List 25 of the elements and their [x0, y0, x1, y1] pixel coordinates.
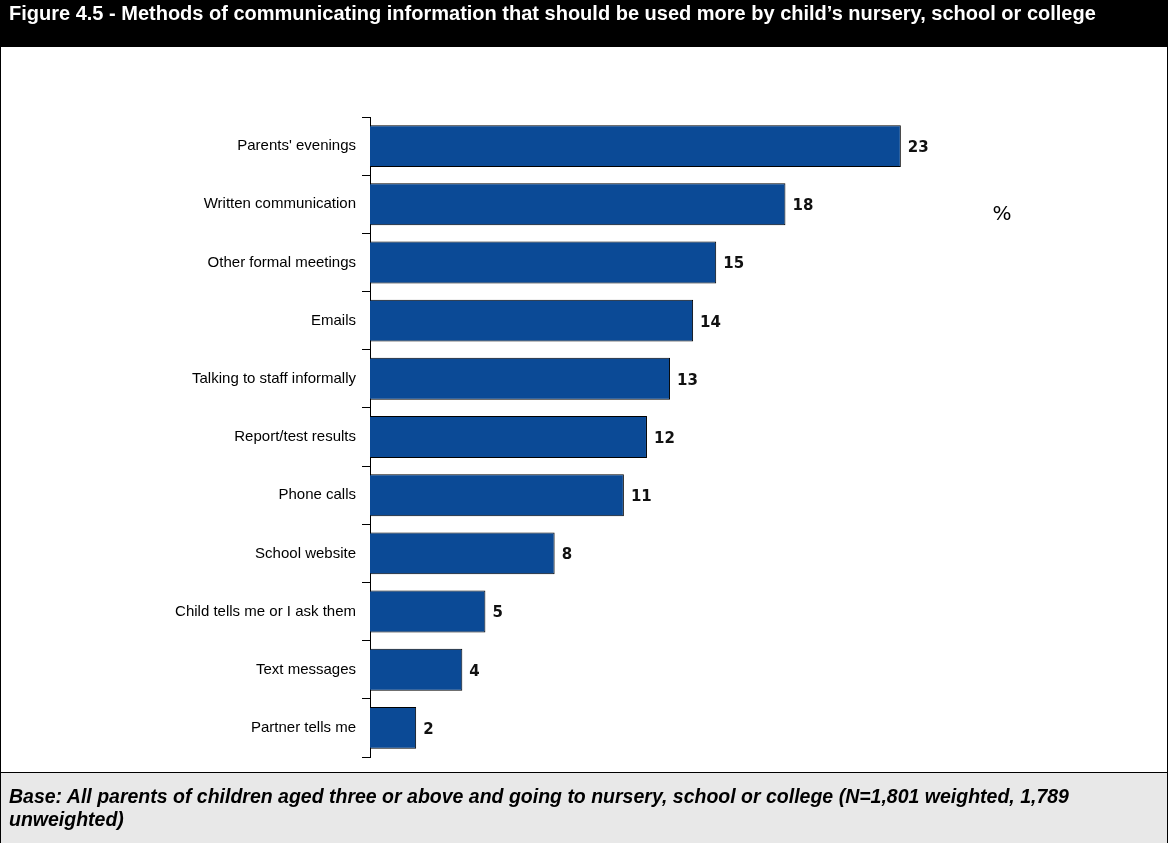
- y-tick-label: School website: [255, 543, 356, 561]
- data-label: 12: [653, 428, 675, 447]
- y-tick-label: Partner tells me: [250, 718, 356, 736]
- data-label: 4: [469, 661, 480, 680]
- y-tick-label: Written communication: [203, 194, 356, 212]
- y-tick-label: Emails: [310, 310, 356, 328]
- data-label: 23: [907, 137, 929, 156]
- data-label: 11: [630, 487, 652, 506]
- chart-title: Figure 4.5 - Methods of communicating information that should be used more by child’s nursery, school or college: [1, 1, 1167, 47]
- y-tick-label: Phone calls: [278, 485, 356, 503]
- y-tick-label: Talking to staff informally: [192, 368, 357, 386]
- data-label: 13: [677, 370, 698, 389]
- data-label: 15: [723, 254, 745, 273]
- text: Base: All parents of children aged three or above and going to nursery, school or college (N=1,801 weighted, 1,789 unweighted): [1, 772, 1167, 843]
- text: %: [992, 201, 1012, 226]
- y-tick-label: Other formal meetings: [207, 252, 356, 270]
- data-label: 14: [700, 312, 721, 331]
- data-label: 8: [561, 545, 573, 564]
- y-tick-label: Child tells me or I ask them: [175, 601, 356, 619]
- data-label: 5: [492, 603, 503, 622]
- data-label: 18: [792, 196, 814, 215]
- data-label: 2: [423, 719, 434, 738]
- y-tick-label: Report/test results: [234, 427, 356, 445]
- y-tick-label: Parents' evenings: [237, 136, 356, 154]
- y-tick-label: Text messages: [255, 659, 356, 677]
